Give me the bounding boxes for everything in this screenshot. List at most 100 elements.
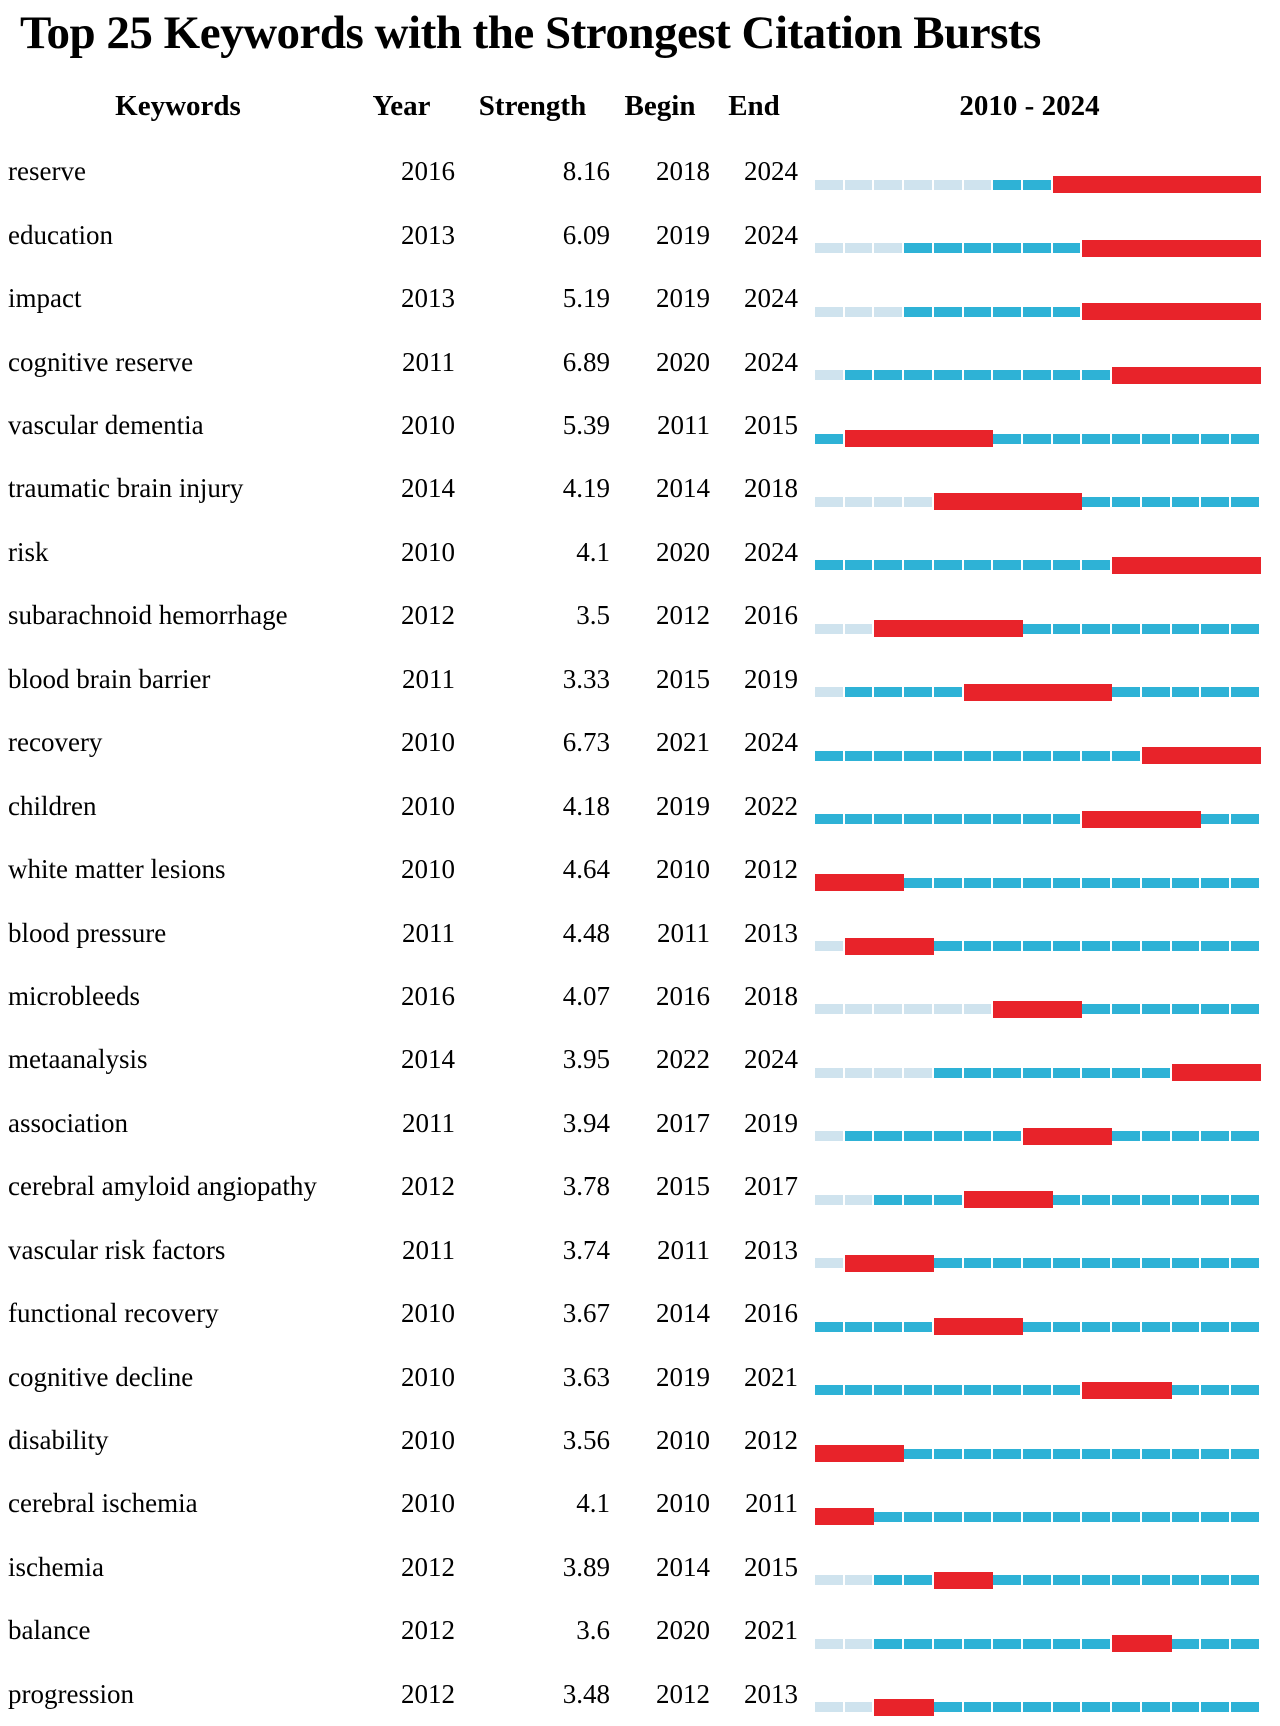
segment-preburst [815, 179, 845, 190]
year-cell: 2010 [401, 727, 455, 758]
segment-burst [1112, 556, 1142, 574]
strength-cell: 6.09 [562, 219, 610, 250]
segment-burst [1112, 176, 1142, 194]
segment-preburst [904, 1004, 934, 1015]
segment-active [963, 1385, 994, 1396]
end-cell: 2015 [744, 1551, 798, 1582]
year-cell: 2010 [401, 1298, 455, 1329]
segment-active [993, 306, 1024, 317]
segment-burst [963, 1571, 994, 1589]
segment-preburst [874, 496, 905, 507]
strength-cell: 3.56 [562, 1425, 610, 1456]
strength-cell: 3.6 [576, 1615, 610, 1646]
segment-active [933, 1067, 964, 1078]
keyword-cell: microbleeds [8, 980, 140, 1011]
burst-timeline-bar [815, 493, 1261, 511]
segment-active [1052, 623, 1083, 634]
segment-burst [1023, 683, 1053, 701]
segment-active [933, 1702, 964, 1713]
segment-active [933, 370, 964, 381]
end-cell: 2018 [744, 473, 798, 504]
segment-burst [993, 1191, 1024, 1209]
segment-active [1171, 877, 1202, 888]
year-cell: 2012 [401, 1678, 455, 1709]
segment-active [1082, 750, 1113, 761]
segment-active [1023, 560, 1053, 571]
segment-active [1112, 1702, 1142, 1713]
keyword-cell: blood brain barrier [8, 663, 211, 694]
segment-active [1231, 433, 1261, 444]
table-row: cognitive reserve 2011 6.89 2020 2024 [0, 330, 1280, 393]
segment-active [993, 433, 1024, 444]
segment-active [1052, 1067, 1083, 1078]
segment-active [1171, 496, 1202, 507]
segment-active [1201, 1575, 1232, 1586]
segment-preburst [963, 1004, 994, 1015]
segment-active [1141, 1702, 1172, 1713]
segment-active [1141, 1194, 1172, 1205]
table-row: recovery 2010 6.73 2021 2024 [0, 711, 1280, 774]
segment-burst [1023, 1000, 1053, 1018]
end-cell: 2022 [744, 790, 798, 821]
segment-burst [1201, 239, 1232, 257]
segment-active [933, 877, 964, 888]
segment-burst [1023, 1191, 1053, 1209]
segment-active [844, 1385, 875, 1396]
burst-timeline-bar [815, 239, 1261, 257]
segment-active [815, 1385, 845, 1396]
segment-burst [904, 937, 934, 955]
segment-active [1112, 623, 1142, 634]
segment-burst [1171, 556, 1202, 574]
segment-burst [874, 1698, 905, 1716]
segment-burst [844, 1508, 875, 1526]
segment-preburst [844, 306, 875, 317]
segment-active [874, 750, 905, 761]
segment-active [1201, 1004, 1232, 1015]
keyword-cell: progression [8, 1678, 134, 1709]
table-row: white matter lesions 2010 4.64 2010 2012 [0, 838, 1280, 901]
segment-burst [993, 1000, 1024, 1018]
segment-active [1171, 433, 1202, 444]
end-cell: 2019 [744, 1107, 798, 1138]
segment-active [1231, 1321, 1261, 1332]
segment-active [874, 1638, 905, 1649]
segment-active [1201, 1702, 1232, 1713]
segment-preburst [815, 243, 845, 254]
segment-preburst [874, 243, 905, 254]
begin-cell: 2010 [656, 1425, 710, 1456]
segment-burst [1141, 747, 1172, 765]
segment-preburst [844, 496, 875, 507]
keyword-cell: cerebral amyloid angiopathy [8, 1171, 317, 1202]
keyword-cell: subarachnoid hemorrhage [8, 600, 288, 631]
segment-burst [963, 1191, 994, 1209]
table-row: vascular risk factors 2011 3.74 2011 201… [0, 1218, 1280, 1281]
segment-burst [993, 683, 1024, 701]
segment-active [904, 877, 934, 888]
table-row: impact 2013 5.19 2019 2024 [0, 267, 1280, 330]
column-header-strength: Strength [478, 89, 587, 122]
segment-active [904, 1511, 934, 1522]
segment-active [1023, 370, 1053, 381]
segment-burst [1082, 1127, 1113, 1145]
burst-timeline-bar [815, 1191, 1261, 1209]
segment-active [1231, 1004, 1261, 1015]
begin-cell: 2017 [656, 1107, 710, 1138]
segment-active [1023, 243, 1053, 254]
segment-active [963, 1511, 994, 1522]
begin-cell: 2015 [656, 1171, 710, 1202]
segment-active [1231, 687, 1261, 698]
segment-burst [1201, 366, 1232, 384]
segment-active [904, 306, 934, 317]
table-row: blood pressure 2011 4.48 2011 2013 [0, 901, 1280, 964]
segment-active [844, 1131, 875, 1142]
segment-active [1141, 1131, 1172, 1142]
keyword-cell: cerebral ischemia [8, 1488, 198, 1519]
strength-cell: 3.33 [562, 663, 610, 694]
segment-active [1141, 941, 1172, 952]
table-row: education 2013 6.09 2019 2024 [0, 203, 1280, 266]
segment-active [1082, 1258, 1113, 1269]
end-cell: 2024 [744, 346, 798, 377]
segment-active [904, 560, 934, 571]
keyword-cell: recovery [8, 727, 103, 758]
begin-cell: 2021 [656, 727, 710, 758]
